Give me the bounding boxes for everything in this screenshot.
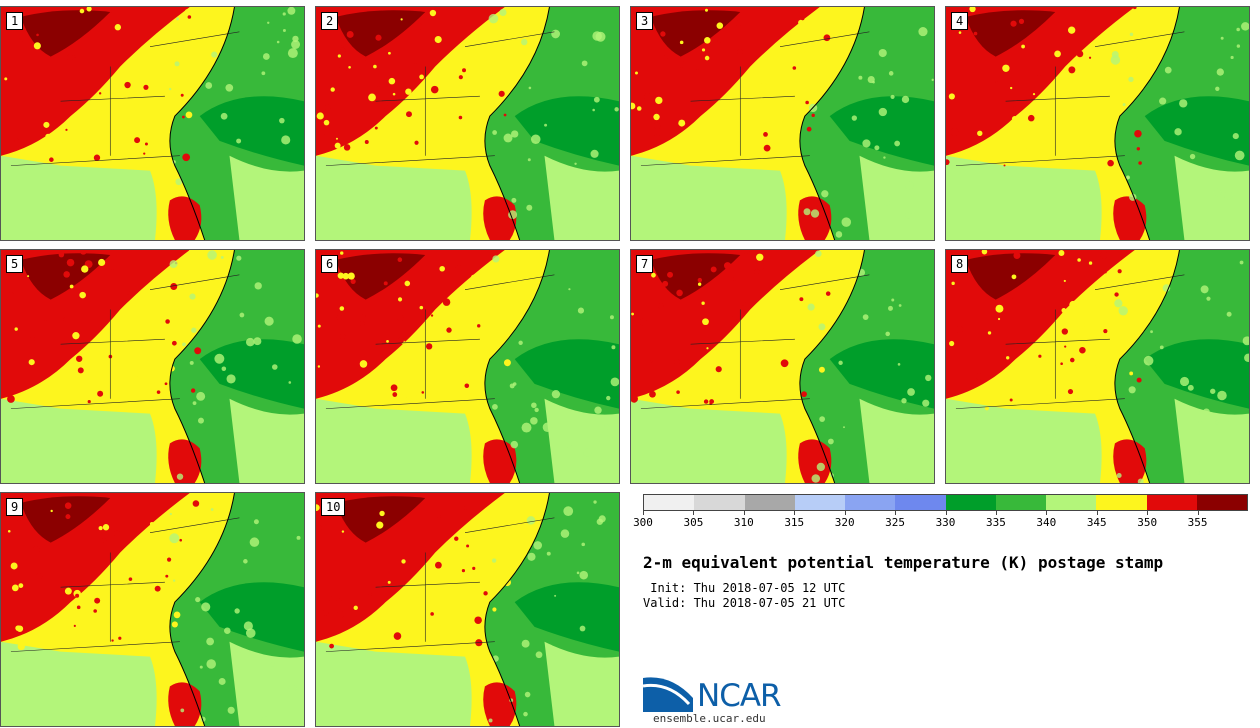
temperature-field-map: [946, 7, 1249, 240]
colorbar-tick-label: 305: [683, 516, 704, 529]
colorbar-segment: [1196, 495, 1247, 510]
panel-number: 1: [6, 12, 24, 30]
panel-number: 3: [636, 12, 654, 30]
panel-number: 7: [636, 255, 654, 273]
colorbar-tick-label: 335: [985, 516, 1006, 529]
colorbar-tick-label: 345: [1086, 516, 1107, 529]
colorbar-tick-mark: [643, 510, 644, 515]
panel-number: 6: [321, 255, 339, 273]
temperature-field-map: [316, 493, 619, 726]
panel-number: 2: [321, 12, 339, 30]
map-title: 2-m equivalent potential temperature (K)…: [643, 553, 1164, 572]
stamp-panel-6[interactable]: 6: [315, 249, 620, 484]
panel-number: 8: [951, 255, 969, 273]
stamp-panel-3[interactable]: 3: [630, 6, 935, 241]
stamp-panel-10[interactable]: 10: [315, 492, 620, 727]
panel-number: 4: [951, 12, 969, 30]
colorbar-segment: [845, 495, 896, 510]
colorbar-tick-mark: [794, 510, 796, 515]
stamp-panel-9[interactable]: 9: [0, 492, 305, 727]
colorbar-segment: [995, 495, 1046, 510]
colorbar-tick-mark: [844, 510, 846, 515]
temperature-field-map: [316, 7, 619, 240]
temperature-field-map: [316, 250, 619, 483]
colorbar: [643, 494, 1248, 511]
ensemble-url: ensemble.ucar.edu: [653, 712, 766, 725]
colorbar-tick-label: 310: [733, 516, 754, 529]
colorbar-tick-label: 355: [1187, 516, 1208, 529]
temperature-field-map: [946, 250, 1249, 483]
colorbar-segment: [1146, 495, 1197, 510]
temperature-field-map: [1, 7, 304, 240]
colorbar-tick-label: 325: [885, 516, 906, 529]
colorbar-segment: [744, 495, 795, 510]
colorbar-tick-mark: [945, 510, 947, 515]
colorbar-tick-label: 315: [784, 516, 805, 529]
valid-time: Valid: Thu 2018-07-05 21 UTC: [643, 596, 846, 610]
colorbar-tick-label: 340: [1036, 516, 1057, 529]
colorbar-segment: [1046, 495, 1097, 510]
colorbar-tick-label: 350: [1137, 516, 1158, 529]
colorbar-segment: [945, 495, 996, 510]
temperature-field-map: [1, 250, 304, 483]
panel-number: 9: [6, 498, 24, 516]
colorbar-tick-label: 300: [633, 516, 653, 529]
colorbar-segment: [694, 495, 745, 510]
panel-number: 10: [321, 498, 346, 516]
colorbar-tick-mark: [995, 510, 997, 515]
stamp-panel-1[interactable]: 1: [0, 6, 305, 241]
colorbar-segment: [895, 495, 946, 510]
colorbar-tick-label: 320: [834, 516, 855, 529]
temperature-field-map: [631, 250, 934, 483]
init-time: Init: Thu 2018-07-05 12 UTC: [643, 581, 846, 595]
colorbar-tick-label: 330: [935, 516, 956, 529]
colorbar-tick-mark: [693, 510, 695, 515]
temperature-field-map: [1, 493, 304, 726]
stamp-panel-4[interactable]: 4: [945, 6, 1250, 241]
colorbar-tick-mark: [895, 510, 897, 515]
colorbar-tick-mark: [1096, 510, 1098, 515]
colorbar-tick-mark: [743, 510, 745, 515]
stamp-panel-7[interactable]: 7: [630, 249, 935, 484]
stamp-panel-2[interactable]: 2: [315, 6, 620, 241]
colorbar-segment: [794, 495, 845, 510]
colorbar-tick-mark: [1197, 510, 1199, 515]
colorbar-segment: [1096, 495, 1147, 510]
temperature-field-map: [631, 7, 934, 240]
colorbar-segment: [644, 495, 695, 510]
stamp-panel-8[interactable]: 8: [945, 249, 1250, 484]
colorbar-tick-mark: [1147, 510, 1149, 515]
ncar-logo-text: NCAR: [697, 678, 782, 714]
colorbar-tick-mark: [1046, 510, 1048, 515]
stamp-panel-5[interactable]: 5: [0, 249, 305, 484]
ncar-logo-icon: [643, 677, 693, 712]
panel-number: 5: [6, 255, 24, 273]
